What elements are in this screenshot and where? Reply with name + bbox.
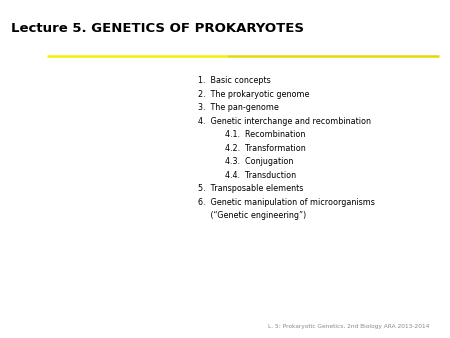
Text: 4.2.  Transformation: 4.2. Transformation xyxy=(225,144,306,153)
Text: 2.  The prokaryotic genome: 2. The prokaryotic genome xyxy=(198,90,310,99)
Text: Lecture 5. GENETICS OF PROKARYOTES: Lecture 5. GENETICS OF PROKARYOTES xyxy=(11,22,304,35)
Text: 4.4.  Transduction: 4.4. Transduction xyxy=(225,171,296,180)
Text: 6.  Genetic manipulation of microorganisms: 6. Genetic manipulation of microorganism… xyxy=(198,198,375,207)
Text: 3.  The pan-genome: 3. The pan-genome xyxy=(198,103,279,112)
Text: 5.  Transposable elements: 5. Transposable elements xyxy=(198,184,303,193)
Text: 4.3.  Conjugation: 4.3. Conjugation xyxy=(225,157,293,166)
Text: 4.  Genetic interchange and recombination: 4. Genetic interchange and recombination xyxy=(198,117,371,126)
Text: 1.  Basic concepts: 1. Basic concepts xyxy=(198,76,271,85)
Text: 4.1.  Recombination: 4.1. Recombination xyxy=(225,130,306,139)
Text: L. 5: Prokaryotic Genetics, 2nd Biology ARA 2013-2014: L. 5: Prokaryotic Genetics, 2nd Biology … xyxy=(268,323,429,329)
Text: (“Genetic engineering”): (“Genetic engineering”) xyxy=(198,211,306,220)
